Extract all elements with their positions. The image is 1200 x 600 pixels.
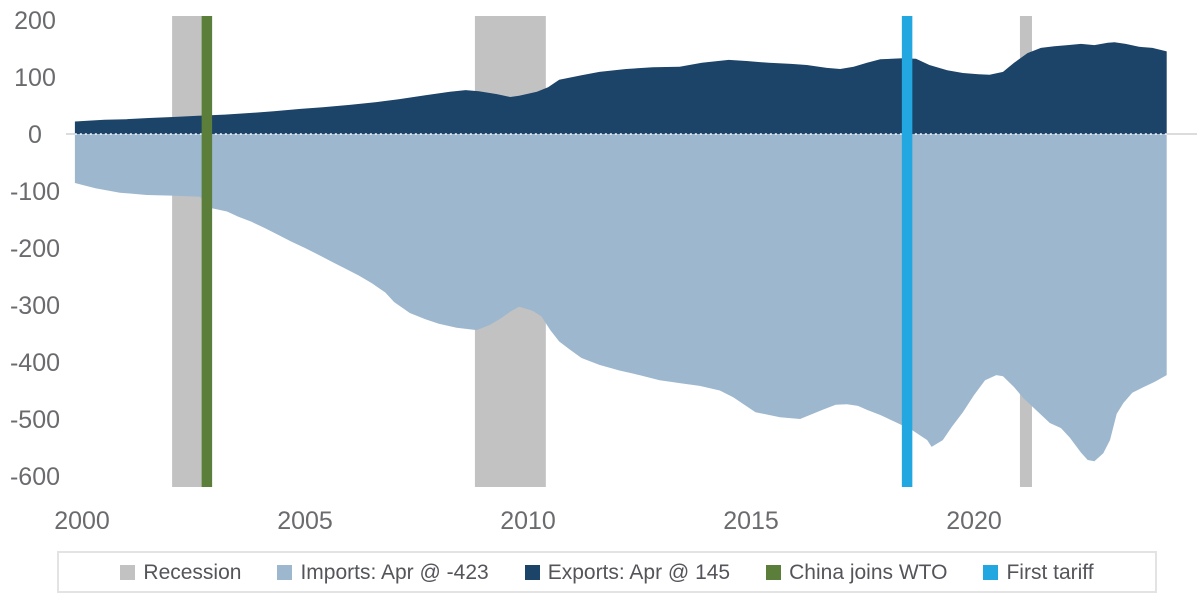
exports-area [74, 42, 1167, 135]
y-axis-tick-label: 100 [14, 64, 56, 92]
y-axis-tick-label: -100 [10, 178, 60, 206]
legend-swatch [277, 564, 293, 580]
legend-item: Imports: Apr @ -423 [277, 560, 489, 584]
legend-label: Imports: Apr @ -423 [300, 560, 489, 584]
legend-swatch [120, 564, 136, 580]
y-axis-tick-label: -200 [10, 235, 60, 263]
legend-label: First tariff [1006, 560, 1094, 584]
recession-band [172, 16, 202, 487]
legend-item: Exports: Apr @ 145 [524, 560, 731, 584]
imports-area [74, 134, 1167, 462]
x-axis-tick-label: 2015 [723, 507, 779, 535]
y-axis-tick-label: -600 [10, 463, 60, 491]
legend: Recession Imports: Apr @ -423 Exports: Apr… [57, 551, 1157, 593]
first-tariff-event-line [901, 16, 913, 487]
y-axis-tick-label: 200 [14, 7, 56, 35]
x-axis-tick-label: 2000 [54, 507, 110, 535]
y-axis-tick-label: -300 [10, 292, 60, 320]
wto-event-line [201, 16, 213, 487]
y-axis-tick-label: 0 [28, 121, 42, 149]
legend-swatch [983, 564, 999, 580]
legend-swatch [524, 564, 540, 580]
legend-swatch [766, 564, 782, 580]
trade-balance-chart: 200 100 0 -100 -200 -300 -400 -500 -600 2000 2005 2… [10, 7, 1197, 535]
x-axis-tick-label: 2005 [277, 507, 333, 535]
x-axis-tick-label: 2010 [500, 507, 556, 535]
y-axis-tick-label: -400 [10, 349, 60, 377]
x-axis-tick-label: 2020 [946, 507, 1002, 535]
y-axis-tick-label: -500 [10, 406, 60, 434]
legend-item: First tariff [983, 560, 1094, 584]
legend-label: China joins WTO [789, 560, 948, 584]
legend-item: China joins WTO [766, 562, 947, 583]
legend-item: Recession [120, 562, 241, 583]
legend-label: Exports: Apr @ 145 [547, 560, 731, 584]
legend-label: Recession [143, 560, 242, 584]
